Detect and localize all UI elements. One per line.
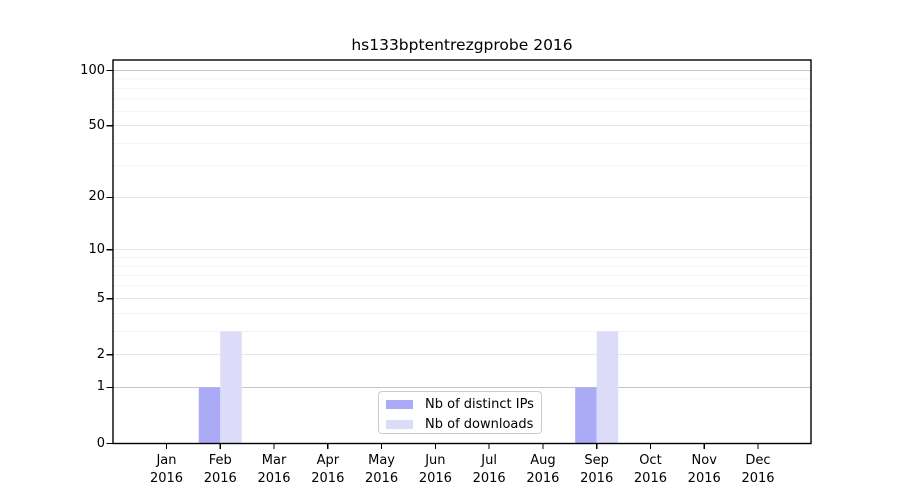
y-tick-label: 0: [96, 435, 105, 451]
x-tick-label: Sep 2016: [580, 453, 614, 486]
plot-border: [112, 59, 812, 445]
x-tick-label: Nov 2016: [687, 453, 721, 486]
y-tick-label: 20: [88, 189, 105, 205]
legend-label-downloads: Nb of downloads: [425, 416, 534, 432]
y-tick-label: 5: [96, 290, 105, 306]
x-tick-label: Dec 2016: [741, 453, 775, 486]
x-tick-label: Apr 2016: [311, 453, 345, 486]
legend: Nb of distinct IPs Nb of downloads: [378, 391, 542, 434]
chart-title: hs133bptentrezgprobe 2016: [351, 36, 573, 54]
y-tick-label: 2: [96, 346, 105, 362]
y-tick-label: 1: [96, 379, 105, 395]
legend-swatch-distinct-ips: [386, 400, 413, 410]
bar-distinct-ips: [575, 387, 597, 444]
x-tick-label: Jun 2016: [418, 453, 452, 486]
bar-distinct-ips: [198, 387, 221, 444]
y-tick-label: 50: [88, 117, 105, 133]
bar-downloads: [220, 331, 242, 444]
legend-item-distinct-ips: Nb of distinct IPs: [386, 395, 535, 415]
legend-swatch-downloads: [386, 419, 413, 429]
legend-label-distinct-ips: Nb of distinct IPs: [425, 397, 534, 413]
bar-downloads: [596, 331, 619, 444]
x-tick-label: Aug 2016: [526, 453, 560, 486]
legend-item-downloads: Nb of downloads: [386, 415, 535, 435]
y-tick-label: 100: [80, 62, 105, 78]
x-tick-label: Oct 2016: [633, 453, 667, 486]
x-tick-label: Jul 2016: [472, 453, 506, 486]
x-tick-label: May 2016: [365, 453, 399, 486]
x-tick-label: Jan 2016: [149, 453, 184, 486]
x-tick-label: Feb 2016: [203, 453, 237, 486]
y-tick-label: 10: [88, 241, 105, 257]
x-tick-label: Mar 2016: [257, 453, 291, 486]
